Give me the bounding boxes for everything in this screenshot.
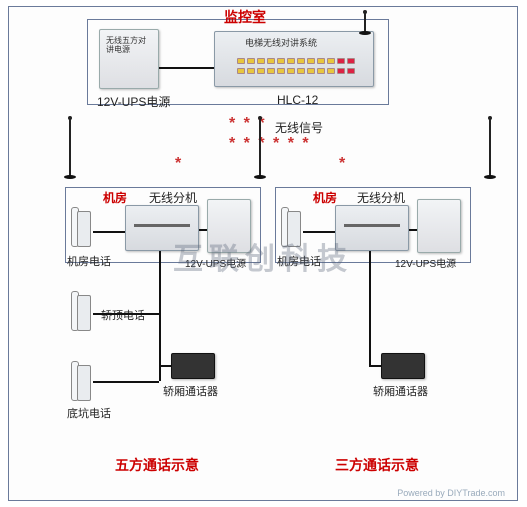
antenna-left xyxy=(69,119,71,177)
wire xyxy=(303,231,335,233)
speaker-right-label: 轿厢通话器 xyxy=(373,383,428,399)
diagram-canvas: 监控室 无线五方对讲电源 12V-UPS电源 电梯无线对讲系统 HLC-12 *… xyxy=(8,6,518,501)
speaker-right xyxy=(381,353,425,379)
cartop-phone-label: 轿顶电话 xyxy=(101,307,145,323)
ext-right xyxy=(335,205,409,251)
ups-main-label: 12V-UPS电源 xyxy=(97,93,170,110)
machine-room-right: 机房 xyxy=(313,189,337,206)
phone-cartop xyxy=(71,291,93,333)
speaker-left-label: 轿厢通话器 xyxy=(163,383,218,399)
panel-title: 电梯无线对讲系统 xyxy=(245,36,317,49)
signal-dots-2: * * * * * * xyxy=(229,135,311,153)
wireless-ext-right: 无线分机 xyxy=(357,189,405,206)
five-party-label: 五方通话示意 xyxy=(115,455,199,475)
phone-room-left xyxy=(71,207,93,249)
wireless-ext-left: 无线分机 xyxy=(149,189,197,206)
main-panel: 电梯无线对讲系统 xyxy=(214,31,374,87)
room-phone-right-label: 机房电话 xyxy=(277,253,321,269)
signal-dots-3: * xyxy=(175,155,183,173)
wire xyxy=(369,365,381,367)
wire xyxy=(369,251,371,365)
wire xyxy=(159,251,161,381)
antenna-right xyxy=(489,119,491,177)
ups-right xyxy=(417,199,461,253)
footer-credit: Powered by DIYTrade.com xyxy=(397,488,505,498)
wire xyxy=(409,229,417,231)
antenna-mid xyxy=(259,119,261,177)
ups-main: 无线五方对讲电源 xyxy=(99,29,159,89)
machine-room-left: 机房 xyxy=(103,189,127,206)
pit-phone-label: 底坑电话 xyxy=(67,405,111,421)
three-party-label: 三方通话示意 xyxy=(335,455,419,475)
wire xyxy=(159,67,214,69)
wire xyxy=(93,231,125,233)
antenna-main xyxy=(364,13,366,33)
monitor-room-label: 监控室 xyxy=(224,7,266,27)
wire xyxy=(93,381,159,383)
room-phone-left-label: 机房电话 xyxy=(67,253,111,269)
wire xyxy=(93,313,159,315)
signal-label: 无线信号 xyxy=(275,119,323,136)
wire xyxy=(159,365,171,367)
wire xyxy=(199,229,207,231)
ups-right-label: 12V-UPS电源 xyxy=(395,255,456,270)
ext-left xyxy=(125,205,199,251)
speaker-left xyxy=(171,353,215,379)
ups-left xyxy=(207,199,251,253)
main-model-label: HLC-12 xyxy=(277,93,318,107)
phone-room-right xyxy=(281,207,303,249)
phone-pit xyxy=(71,361,93,403)
signal-dots-4: * xyxy=(339,155,347,173)
ups-left-label: 12V-UPS电源 xyxy=(185,255,246,270)
